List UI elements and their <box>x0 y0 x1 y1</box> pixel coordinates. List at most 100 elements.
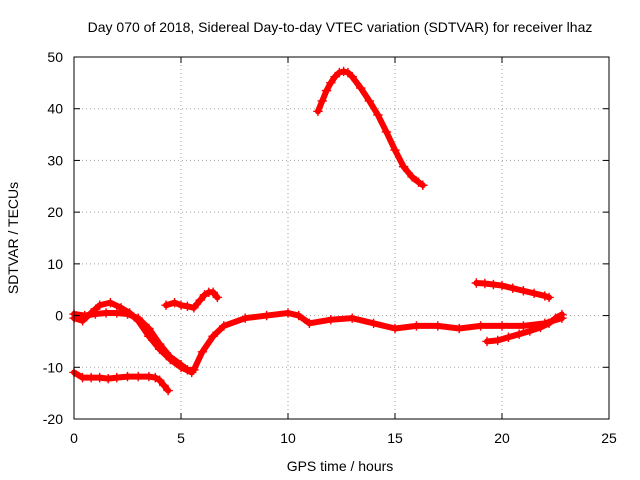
data-point <box>338 66 349 77</box>
data-point <box>471 278 482 288</box>
data-point <box>390 323 400 334</box>
x-tick-label: 20 <box>494 430 510 446</box>
data-point <box>398 161 409 172</box>
data-point <box>212 292 223 303</box>
data-point <box>105 297 116 308</box>
data-point <box>497 280 507 291</box>
data-point <box>283 308 293 318</box>
series-line <box>314 68 426 189</box>
data-point <box>122 371 133 382</box>
data-point <box>112 308 122 318</box>
data-point <box>373 110 383 120</box>
series-layer <box>69 66 567 396</box>
series-track-e <box>313 66 428 190</box>
data-point <box>112 372 122 383</box>
data-point <box>294 310 304 321</box>
axis-layer: 0 5 10 15 20 25 -20 -10 0 10 20 30 40 50 <box>43 49 617 446</box>
data-point <box>321 85 332 96</box>
data-point <box>197 347 208 357</box>
data-point <box>334 67 345 78</box>
data-point <box>86 372 96 383</box>
y-tick-label: -20 <box>43 411 63 427</box>
data-point <box>195 295 205 305</box>
data-point <box>208 287 218 297</box>
x-axis-label: GPS time / hours <box>287 458 394 474</box>
data-point <box>154 344 165 354</box>
data-point <box>86 308 96 318</box>
data-point <box>208 331 218 341</box>
data-point <box>165 354 175 365</box>
data-point <box>482 336 492 347</box>
x-tick-label: 10 <box>280 430 296 446</box>
y-tick-label: 50 <box>47 49 63 65</box>
data-point <box>317 96 327 106</box>
data-point <box>347 313 357 323</box>
data-point <box>189 303 199 313</box>
data-point <box>433 321 443 331</box>
data-point <box>154 375 165 385</box>
data-point <box>343 67 353 78</box>
y-tick-label: 0 <box>55 308 63 324</box>
y-tick-label: 40 <box>47 101 63 117</box>
data-point <box>518 286 529 296</box>
data-point <box>497 321 507 331</box>
data-point <box>94 372 105 383</box>
data-point <box>411 321 422 331</box>
data-point <box>454 323 464 334</box>
data-point <box>304 318 315 329</box>
data-point <box>518 321 529 331</box>
data-point <box>381 127 392 137</box>
x-tick-label: 15 <box>387 430 403 446</box>
data-point <box>493 335 503 346</box>
data-point <box>418 180 428 190</box>
y-tick-label: 20 <box>47 204 63 220</box>
data-point <box>326 78 336 88</box>
data-point <box>187 367 197 378</box>
chart-title: Day 070 of 2018, Sidereal Day-to-day VTE… <box>88 19 593 35</box>
data-point <box>261 310 272 321</box>
data-point <box>326 315 336 325</box>
series-track-c <box>69 367 173 396</box>
data-point <box>133 316 143 326</box>
data-point <box>557 309 567 320</box>
data-point <box>364 96 375 106</box>
y-axis-label: SDTVAR / TECUs <box>5 182 21 294</box>
data-point <box>176 300 186 310</box>
data-point <box>116 303 126 313</box>
data-point <box>480 278 490 289</box>
grid-layer <box>74 57 609 419</box>
x-tick-label: 5 <box>177 430 185 446</box>
data-point <box>182 301 193 311</box>
data-point <box>508 283 518 293</box>
y-tick-label: 10 <box>47 256 63 272</box>
data-point <box>390 145 400 155</box>
data-point <box>503 332 514 342</box>
x-tick-label: 25 <box>601 430 617 446</box>
data-point <box>529 288 539 299</box>
data-point <box>356 83 366 93</box>
data-point <box>94 300 105 310</box>
data-point <box>169 297 180 308</box>
plot-border <box>73 56 610 420</box>
data-point <box>163 385 173 396</box>
y-tick-label: -10 <box>43 359 63 375</box>
series-track-f <box>471 278 554 303</box>
y-tick-label: 30 <box>47 152 63 168</box>
data-point <box>330 71 340 82</box>
data-point <box>540 291 550 301</box>
data-point <box>488 279 499 290</box>
data-point <box>103 373 113 384</box>
data-point <box>550 313 561 323</box>
data-point <box>544 318 554 329</box>
data-point <box>77 372 88 383</box>
data-point <box>407 172 417 182</box>
series-track-g <box>482 309 567 347</box>
data-point <box>124 308 135 318</box>
x-tick-label: 0 <box>70 430 78 446</box>
data-point <box>144 331 154 341</box>
data-point <box>219 321 229 331</box>
data-point <box>475 321 486 331</box>
data-point <box>240 313 250 323</box>
